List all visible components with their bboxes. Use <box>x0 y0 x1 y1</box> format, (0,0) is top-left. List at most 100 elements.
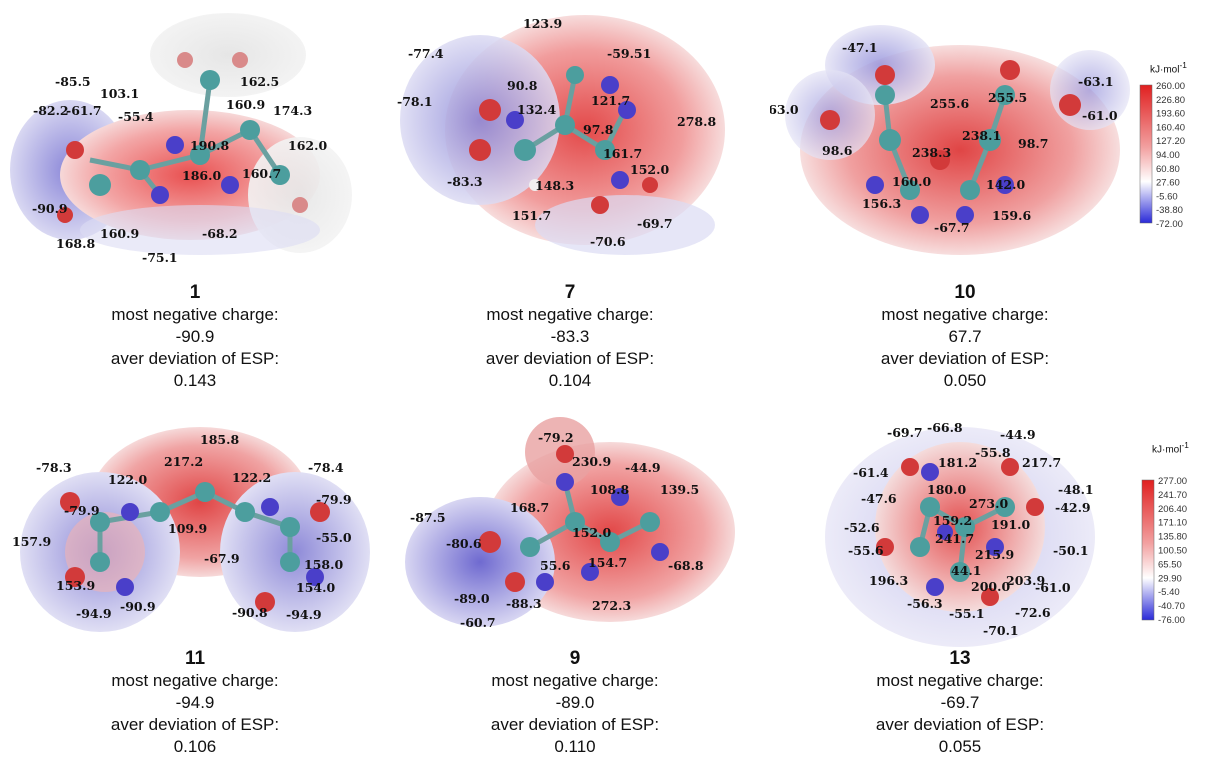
esp-value: 217.7 <box>1022 455 1061 470</box>
esp-value: 238.1 <box>962 128 1001 143</box>
esp-value: -61.0 <box>1035 580 1071 595</box>
scale-tick: 277.00 <box>1158 476 1187 487</box>
esp-value: -44.9 <box>625 460 661 475</box>
esp-value: -67.9 <box>204 551 240 566</box>
esp-value: -94.9 <box>286 607 322 622</box>
esp-value: -78.4 <box>308 460 344 475</box>
esp-value: 203.9 <box>1006 573 1045 588</box>
negative-charge-value: -94.9 <box>175 693 215 712</box>
esp-value: 122.2 <box>232 470 271 485</box>
esp-value: 180.0 <box>927 482 966 497</box>
scale-tick: 193.60 <box>1156 109 1185 120</box>
negative-charge-label: most negative charge: <box>881 305 1049 324</box>
esp-deviation-label: aver deviation of ESP: <box>875 715 1045 734</box>
esp-surface-9: -79.2 230.9 -44.9 108.8 139.5 168.7 -87.… <box>405 417 735 630</box>
esp-value: -47.1 <box>842 40 878 55</box>
esp-value: 272.3 <box>592 598 631 613</box>
esp-value: 156.3 <box>862 196 901 211</box>
compound-label: 11 <box>184 648 206 669</box>
esp-value: -88.3 <box>506 596 542 611</box>
esp-value: 168.7 <box>510 500 549 515</box>
esp-deviation-label: aver deviation of ESP: <box>880 349 1050 368</box>
esp-value: -61.7 <box>66 103 102 118</box>
negative-charge-value: -89.0 <box>555 693 595 712</box>
panel-compound-13: -69.7 -66.8 -44.9 -55.8 181.2 217.7 -61.… <box>765 412 1155 769</box>
esp-value: 273.0 <box>969 496 1008 511</box>
esp-value: 157.9 <box>12 534 51 549</box>
esp-value: -79.9 <box>316 492 352 507</box>
esp-value: 109.9 <box>168 521 207 536</box>
esp-value: -55.6 <box>848 543 884 558</box>
negative-charge-value: -90.9 <box>175 327 215 346</box>
negative-charge-label: most negative charge: <box>486 305 654 324</box>
esp-surface-1: -85.5 103.1 -82.2 -61.7 -55.4 162.5 160.… <box>10 13 352 265</box>
scale-tick: 241.70 <box>1158 490 1187 501</box>
esp-value: 161.7 <box>603 146 642 161</box>
esp-value: 215.9 <box>975 547 1014 562</box>
esp-value: 200.0 <box>971 579 1010 594</box>
compound-label: 9 <box>569 648 581 669</box>
color-scale-bottom: kJ·mol-1 277.00 241.70 206.40 171.10 135… <box>1140 440 1200 625</box>
esp-value: -90.8 <box>232 605 268 620</box>
scale-tick: 160.40 <box>1156 122 1185 133</box>
esp-value: 159.2 <box>933 513 972 528</box>
esp-value: 162.0 <box>288 138 327 153</box>
esp-value: 152.0 <box>630 162 669 177</box>
esp-value: -82.2 <box>33 103 69 118</box>
panel-compound-9: -79.2 230.9 -44.9 108.8 139.5 168.7 -87.… <box>380 412 770 769</box>
esp-value: -63.1 <box>1078 74 1114 89</box>
esp-value: -72.6 <box>1015 605 1051 620</box>
esp-value: 44.1 <box>951 563 981 578</box>
scale-tick: 27.60 <box>1156 178 1180 189</box>
esp-value: 154.7 <box>588 555 627 570</box>
esp-value: -90.9 <box>32 201 68 216</box>
esp-value: 152.0 <box>572 525 611 540</box>
esp-deviation-label: aver deviation of ESP: <box>490 715 660 734</box>
esp-value: -59.51 <box>607 46 651 61</box>
esp-value: 160.9 <box>100 226 139 241</box>
esp-value: -42.9 <box>1055 500 1091 515</box>
esp-value: -55.0 <box>316 530 352 545</box>
esp-value: -48.1 <box>1058 482 1094 497</box>
esp-value: 278.8 <box>677 114 716 129</box>
esp-value: 154.0 <box>296 580 335 595</box>
esp-value: -63.0 <box>770 102 799 117</box>
panel-compound-10: -47.1 -63.1 255.6 255.5 -63.0 -61.0 238.… <box>770 0 1160 410</box>
esp-value: 162.5 <box>240 74 279 89</box>
compound-label: 10 <box>954 282 976 303</box>
esp-value: 90.8 <box>507 78 538 93</box>
esp-value: -78.3 <box>36 460 72 475</box>
negative-charge-label: most negative charge: <box>111 671 279 690</box>
esp-surface-11: 185.8 217.2 -78.3 122.0 122.2 -78.4 -79.… <box>12 427 370 632</box>
esp-value: 174.3 <box>273 103 312 118</box>
compound-label: 1 <box>189 282 201 303</box>
esp-value: 97.8 <box>583 122 614 137</box>
esp-deviation-label: aver deviation of ESP: <box>110 715 280 734</box>
esp-value: -50.1 <box>1053 543 1089 558</box>
esp-value: -87.5 <box>410 510 446 525</box>
esp-value: -68.8 <box>668 558 704 573</box>
esp-value: 168.8 <box>56 236 95 251</box>
scale-tick: -72.00 <box>1156 219 1183 228</box>
scale-tick: -76.00 <box>1158 615 1185 623</box>
scale-tick: -40.70 <box>1158 601 1185 612</box>
scale-tick: 171.10 <box>1158 518 1187 529</box>
color-scale-bar: 260.00 226.80 193.60 160.40 127.20 94.00… <box>1139 81 1185 228</box>
esp-value: 103.1 <box>100 86 139 101</box>
esp-value: -75.1 <box>142 250 178 265</box>
negative-charge-label: most negative charge: <box>111 305 279 324</box>
esp-value: 132.4 <box>517 102 556 117</box>
panel-compound-7: 123.9 -77.4 -59.51 90.8 121.7 -78.1 132.… <box>375 0 765 410</box>
esp-value: 142.0 <box>986 177 1025 192</box>
negative-charge-label: most negative charge: <box>491 671 659 690</box>
esp-value: 191.0 <box>991 517 1030 532</box>
esp-value: -55.1 <box>949 606 985 621</box>
esp-value: -55.8 <box>975 445 1011 460</box>
esp-value: -89.0 <box>454 591 490 606</box>
color-scale-unit: kJ·mol-1 <box>1152 440 1189 456</box>
esp-value: -52.6 <box>844 520 880 535</box>
esp-value: 255.5 <box>988 90 1027 105</box>
esp-value: 238.3 <box>912 145 951 160</box>
esp-value: 241.7 <box>935 531 974 546</box>
negative-charge-label: most negative charge: <box>876 671 1044 690</box>
